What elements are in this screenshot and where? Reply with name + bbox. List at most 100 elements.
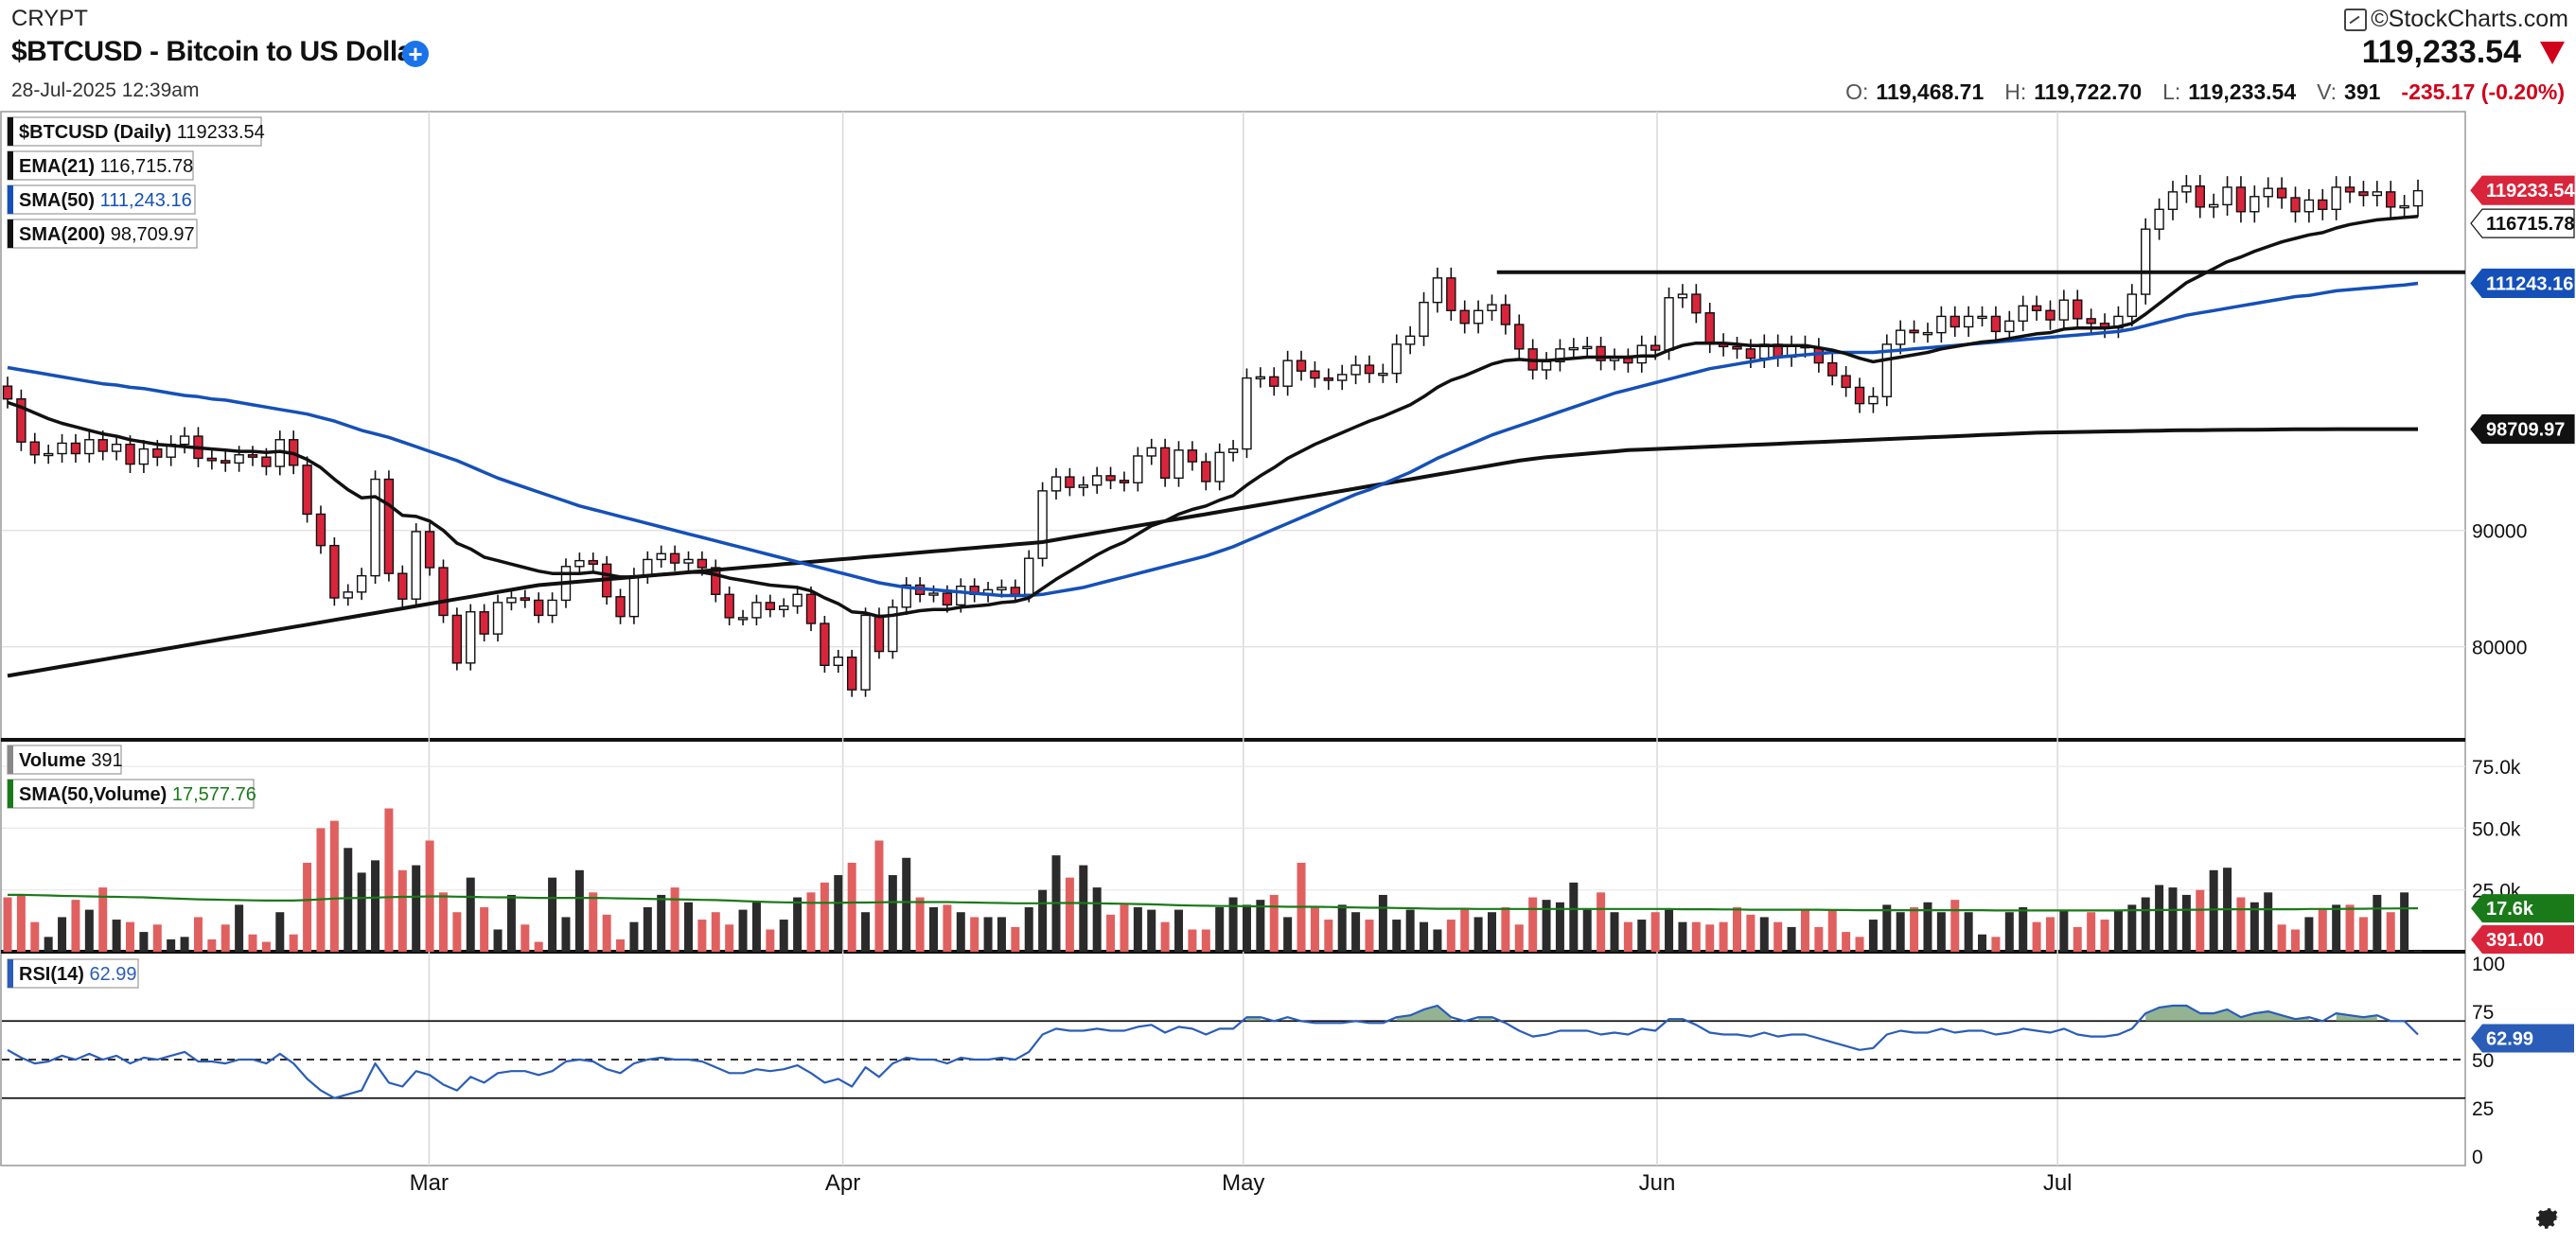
volume-bar[interactable] bbox=[629, 921, 639, 952]
volume-bar[interactable] bbox=[1800, 909, 1809, 952]
volume-bar[interactable] bbox=[248, 934, 257, 952]
candle[interactable] bbox=[2399, 204, 2409, 209]
candle[interactable] bbox=[1173, 449, 1184, 480]
candle[interactable] bbox=[411, 531, 421, 600]
candle[interactable] bbox=[329, 544, 340, 599]
candle[interactable] bbox=[805, 593, 817, 624]
candle[interactable] bbox=[1664, 297, 1674, 351]
volume-bar[interactable] bbox=[1188, 929, 1197, 952]
volume-bar[interactable] bbox=[1842, 932, 1851, 952]
volume-bar[interactable] bbox=[1991, 937, 2001, 952]
candle[interactable] bbox=[97, 439, 108, 452]
volume-bar[interactable] bbox=[1405, 909, 1415, 952]
candle[interactable] bbox=[1391, 343, 1402, 375]
volume-bar[interactable] bbox=[193, 917, 203, 952]
volume-bar[interactable] bbox=[1814, 926, 1824, 952]
candle[interactable] bbox=[997, 587, 1007, 591]
volume-bar[interactable] bbox=[466, 877, 475, 952]
candle[interactable] bbox=[1133, 455, 1143, 483]
candle[interactable] bbox=[206, 457, 218, 462]
volume-bar[interactable] bbox=[847, 862, 856, 952]
candle[interactable] bbox=[2045, 309, 2056, 321]
candle[interactable] bbox=[1909, 329, 1919, 334]
volume-bar[interactable] bbox=[1460, 909, 1470, 952]
candle[interactable] bbox=[343, 591, 353, 599]
candle[interactable] bbox=[2031, 305, 2042, 311]
volume-bar[interactable] bbox=[1310, 906, 1319, 952]
candle[interactable] bbox=[152, 447, 163, 458]
candle[interactable] bbox=[1282, 359, 1293, 387]
volume-bar[interactable] bbox=[1038, 889, 1048, 952]
candle[interactable] bbox=[492, 602, 503, 635]
volume-bar[interactable] bbox=[1665, 909, 1674, 952]
volume-bar[interactable] bbox=[902, 857, 911, 952]
volume-bar[interactable] bbox=[1746, 914, 1756, 952]
candle[interactable] bbox=[247, 454, 258, 458]
candle[interactable] bbox=[1242, 377, 1252, 450]
volume-bar[interactable] bbox=[329, 820, 339, 952]
candle[interactable] bbox=[2372, 191, 2383, 197]
volume-bar[interactable] bbox=[725, 924, 734, 952]
candle[interactable] bbox=[2, 385, 13, 400]
candle[interactable] bbox=[57, 442, 67, 455]
candle[interactable] bbox=[1255, 376, 1266, 380]
volume-bar[interactable] bbox=[2059, 909, 2069, 952]
candle[interactable] bbox=[1419, 301, 1429, 338]
volume-bar[interactable] bbox=[697, 920, 707, 952]
candle[interactable] bbox=[315, 513, 326, 547]
candle[interactable] bbox=[615, 596, 626, 618]
candle[interactable] bbox=[70, 442, 81, 455]
volume-bar[interactable] bbox=[506, 894, 516, 952]
volume-bar[interactable] bbox=[2019, 906, 2028, 952]
candle[interactable] bbox=[860, 614, 871, 691]
candle[interactable] bbox=[1691, 293, 1702, 314]
candle[interactable] bbox=[2222, 186, 2232, 206]
candle[interactable] bbox=[737, 617, 749, 621]
candle[interactable] bbox=[1473, 309, 1484, 324]
volume-bar[interactable] bbox=[2196, 889, 2205, 952]
volume-bar[interactable] bbox=[1964, 912, 1973, 952]
volume-bar[interactable] bbox=[779, 920, 788, 952]
candle[interactable] bbox=[1364, 364, 1375, 375]
candle[interactable] bbox=[1990, 315, 2002, 333]
candle[interactable] bbox=[1337, 374, 1348, 381]
candle[interactable] bbox=[1541, 360, 1552, 371]
volume-bar[interactable] bbox=[929, 906, 939, 952]
volume-bar[interactable] bbox=[1623, 921, 1632, 952]
volume-bar[interactable] bbox=[1950, 900, 1960, 952]
volume-bar[interactable] bbox=[1392, 920, 1402, 952]
volume-bar[interactable] bbox=[2358, 917, 2368, 952]
candle[interactable] bbox=[302, 465, 312, 516]
volume-bar[interactable] bbox=[1174, 909, 1184, 952]
volume-bar[interactable] bbox=[1487, 912, 1496, 952]
candle[interactable] bbox=[2181, 184, 2192, 193]
volume-bar[interactable] bbox=[1514, 924, 1524, 952]
volume-bar[interactable] bbox=[1283, 917, 1293, 952]
candle[interactable] bbox=[1024, 557, 1034, 595]
volume-bar[interactable] bbox=[1733, 906, 1742, 952]
candle[interactable] bbox=[547, 599, 557, 617]
volume-bar[interactable] bbox=[670, 887, 679, 952]
candle[interactable] bbox=[1378, 372, 1388, 377]
candle[interactable] bbox=[356, 574, 367, 593]
candle[interactable] bbox=[1432, 277, 1443, 304]
candle[interactable] bbox=[125, 443, 135, 465]
candle[interactable] bbox=[1732, 345, 1742, 350]
volume-bar[interactable] bbox=[30, 921, 40, 952]
candle[interactable] bbox=[1977, 315, 1987, 320]
candle[interactable] bbox=[1269, 376, 1279, 387]
candle[interactable] bbox=[2018, 305, 2028, 323]
volume-bar[interactable] bbox=[1868, 920, 1878, 952]
candle[interactable] bbox=[506, 597, 517, 604]
volume-bar[interactable] bbox=[303, 862, 312, 952]
candle[interactable] bbox=[16, 398, 26, 443]
candle[interactable] bbox=[1745, 348, 1756, 359]
volume-bar[interactable] bbox=[1473, 917, 1483, 952]
volume-bar[interactable] bbox=[1582, 909, 1592, 952]
volume-bar[interactable] bbox=[643, 906, 652, 952]
candle[interactable] bbox=[1159, 447, 1171, 480]
candle[interactable] bbox=[520, 597, 531, 602]
volume-bar[interactable] bbox=[1024, 906, 1033, 952]
volume-bar[interactable] bbox=[1378, 894, 1387, 952]
candle[interactable] bbox=[1895, 329, 1906, 345]
